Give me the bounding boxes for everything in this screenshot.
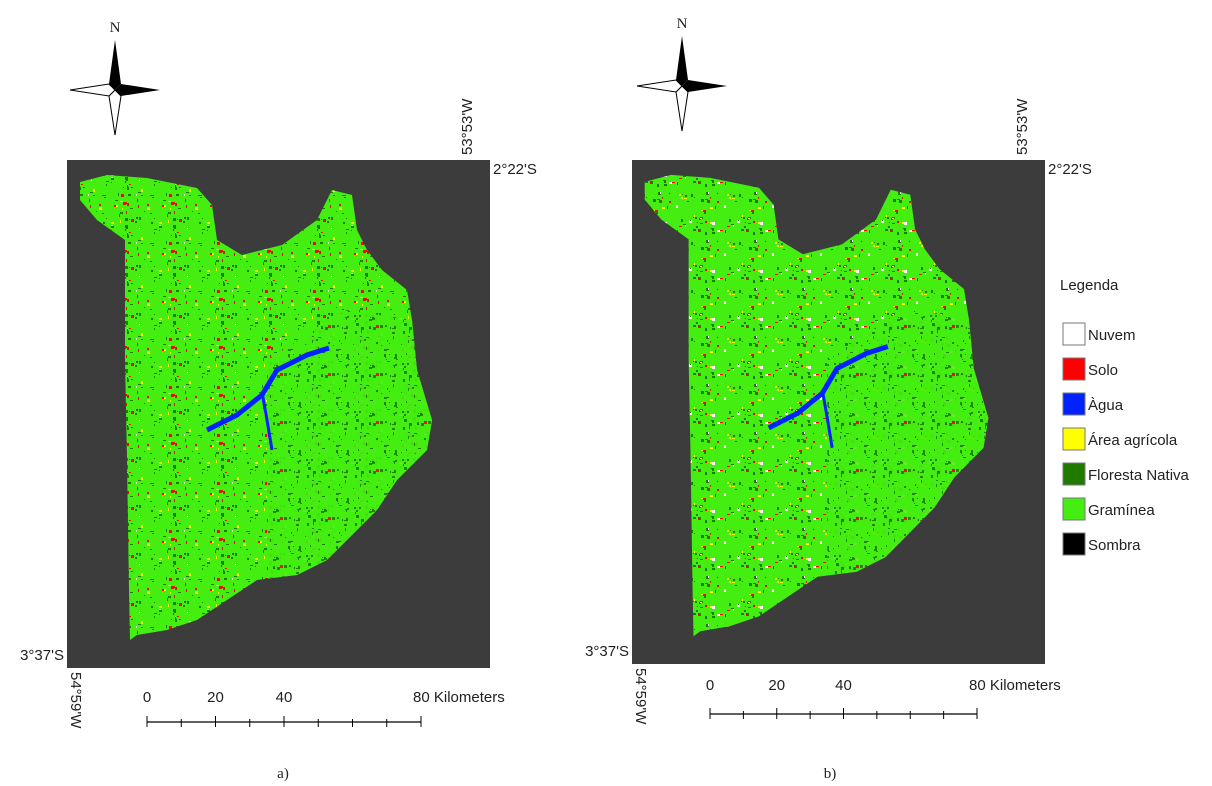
figure: N53°53'W2°22'S3°37'S54°59'W0204080 Kilom… <box>0 0 1212 786</box>
latitude-label: 2°22'S <box>1048 161 1092 178</box>
legend-swatch <box>1063 498 1085 520</box>
north-arrow <box>109 90 121 135</box>
north-arrow <box>637 80 682 92</box>
legend-title: Legenda <box>1060 277 1119 294</box>
longitude-label: 54°59'W <box>67 672 84 729</box>
scale-label: 80 Kilometers <box>413 689 505 706</box>
legend-label: Nuvem <box>1088 327 1136 344</box>
scale-label: 40 <box>835 677 852 694</box>
legend-swatch <box>1063 463 1085 485</box>
scale-label: 80 Kilometers <box>969 677 1061 694</box>
north-arrow <box>682 80 727 92</box>
legend-label: Sombra <box>1088 537 1141 554</box>
map-panel: N 53°53'W 2°22'S 3°37'S54°59'W 0 20 40 80 Kilom… <box>20 20 537 782</box>
latitude-label: 3°37'S <box>20 647 64 664</box>
legend-swatch <box>1063 358 1085 380</box>
legend-swatch <box>1063 533 1085 555</box>
legend-label: Gramínea <box>1088 502 1155 519</box>
longitude-label: 53°53'W <box>459 98 476 155</box>
legend-swatch <box>1063 393 1085 415</box>
north-arrow <box>109 40 121 90</box>
scale-label: 0 <box>143 689 151 706</box>
north-arrow <box>676 36 688 86</box>
latitude-label: 2°22'S <box>493 161 537 178</box>
scale-label: 40 <box>276 689 293 706</box>
longitude-label: 54°59'W <box>632 668 649 725</box>
legend: Legenda Nuvem Solo Àgua Área agrícola Florest… <box>1060 277 1190 555</box>
north-label: N <box>110 20 121 36</box>
scale-label: 20 <box>207 689 224 706</box>
north-label: N <box>677 16 688 32</box>
north-arrow <box>115 84 160 96</box>
longitude-label: 53°53'W <box>1014 98 1031 155</box>
map-panel: N 53°53'W 2°22'S 3°37'S54°59'W 0 20 40 80 Kilom… <box>585 16 1092 782</box>
panel-label: b) <box>824 766 837 782</box>
legend-label: Àgua <box>1088 397 1124 414</box>
legend-label: Área agrícola <box>1088 432 1178 449</box>
legend-swatch <box>1063 323 1085 345</box>
scale-label: 20 <box>768 677 785 694</box>
legend-label: Floresta Nativa <box>1088 467 1190 484</box>
legend-swatch <box>1063 428 1085 450</box>
north-arrow <box>676 86 688 131</box>
panel-label: a) <box>277 766 289 782</box>
legend-label: Solo <box>1088 362 1118 379</box>
north-arrow <box>70 84 115 96</box>
scale-label: 0 <box>706 677 714 694</box>
latitude-label: 3°37'S <box>585 643 629 660</box>
